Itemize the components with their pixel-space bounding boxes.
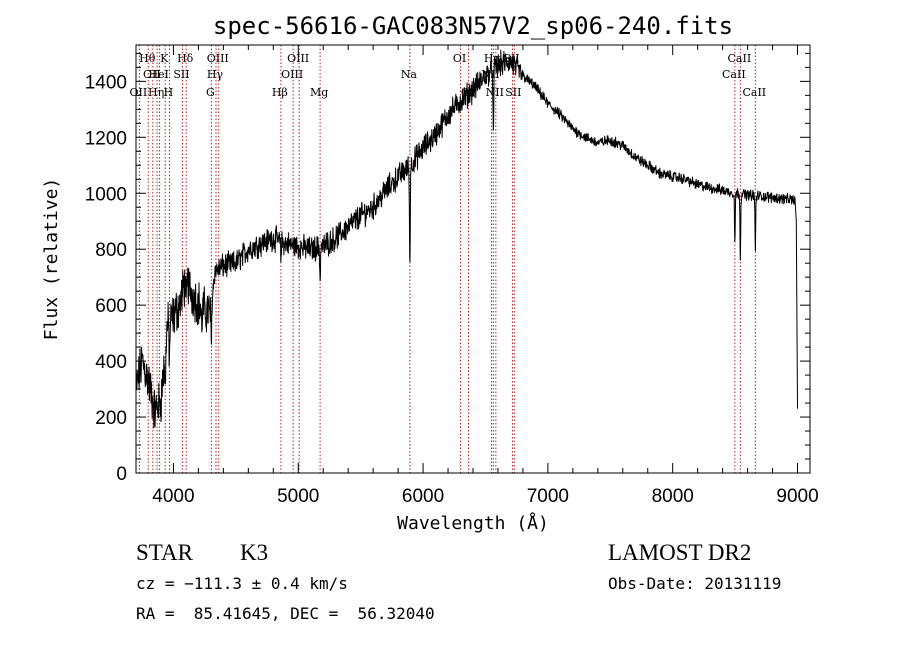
line-label: Hγ — [207, 68, 224, 81]
line-label: CaII — [742, 86, 766, 99]
coordinates-readout: RA = 85.41645, DEC = 56.32040 — [136, 604, 435, 623]
line-label: Hδ — [177, 52, 194, 65]
spectral-line-labels: OIIHθOIIHηHeIKHSIIHδGHγOIIIHβOIIIOIIIMgN… — [130, 52, 767, 99]
line-label: OI — [453, 52, 466, 65]
x-tick-label: 6000 — [402, 486, 444, 507]
x-tick-label: 9000 — [776, 486, 818, 507]
y-tick-label: 400 — [95, 352, 127, 373]
line-label: Hβ — [272, 86, 288, 99]
y-tick-label: 600 — [95, 296, 127, 317]
object-class: STAR — [136, 540, 193, 565]
line-label: NII — [486, 86, 504, 99]
line-label: Hθ — [139, 52, 156, 65]
observation-date: Obs-Date: 20131119 — [608, 574, 782, 593]
survey-name: LAMOST DR2 — [608, 540, 752, 565]
x-tick-label: 7000 — [527, 486, 569, 507]
x-tick-label: 4000 — [152, 486, 194, 507]
spectrum-line — [135, 49, 798, 429]
line-label: G — [206, 86, 215, 99]
x-axis-ticks: 4000 5000 6000 7000 8000 9000 — [152, 45, 819, 507]
object-subclass: K3 — [240, 540, 269, 565]
line-label: OII — [143, 68, 161, 81]
x-axis-label: Wavelength (Å) — [397, 512, 549, 534]
chart-title: spec-56616-GAC083N57V2_sp06-240.fits — [213, 12, 733, 40]
y-axis-ticks: 0 200 400 600 800 1000 1200 1400 — [85, 52, 810, 485]
x-tick-label: 5000 — [277, 486, 319, 507]
y-tick-label: 200 — [95, 408, 127, 429]
redshift-readout: cz = −111.3 ± 0.4 km/s — [136, 574, 348, 593]
line-label: OIII — [207, 52, 229, 65]
y-tick-label: 0 — [116, 464, 127, 485]
line-label: H — [164, 86, 174, 99]
y-tick-label: 800 — [95, 240, 127, 261]
line-label: OIII — [281, 68, 303, 81]
line-label: Hη — [148, 86, 164, 99]
x-tick-label: 8000 — [652, 486, 694, 507]
line-label: OIII — [287, 52, 309, 65]
y-axis-label: Flux (relative) — [41, 178, 62, 341]
line-label: CaII — [728, 52, 752, 65]
y-tick-label: 1200 — [85, 128, 127, 149]
line-label: CaII — [722, 68, 746, 81]
line-label: SII — [173, 68, 189, 81]
line-label: Na — [401, 68, 418, 81]
line-label: SII — [505, 86, 521, 99]
line-label: HeI — [148, 68, 168, 81]
line-label: K — [160, 52, 169, 65]
line-label: Mg — [310, 86, 328, 99]
y-tick-label: 1400 — [85, 72, 127, 93]
line-label: OII — [130, 86, 148, 99]
y-tick-label: 1000 — [85, 184, 127, 205]
